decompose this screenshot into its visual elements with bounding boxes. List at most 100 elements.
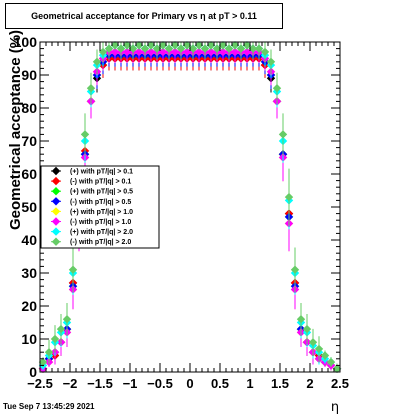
- x-tick-label: −1: [123, 376, 138, 391]
- data-point: [248, 44, 258, 53]
- y-tick-label: 70: [21, 133, 37, 149]
- legend-entry: (+) with pT/|q| > 0.5: [51, 187, 133, 196]
- legend-label: (-) with pT/|q| > 0.5: [70, 199, 131, 206]
- legend-entry: (+) with pT/|q| > 2.0: [51, 227, 133, 236]
- y-tick-label: 40: [21, 232, 37, 248]
- data-point: [158, 41, 168, 50]
- data-point: [146, 41, 156, 50]
- data-point: [146, 47, 156, 57]
- footer-timestamp: Tue Sep 7 13:45:29 2021: [3, 402, 95, 411]
- legend-label: (+) with pT/|q| > 2.0: [70, 229, 133, 236]
- data-point: [272, 84, 282, 93]
- y-tick-label: 60: [21, 166, 37, 182]
- chart-title-box: Geometrical acceptance for Primary vs η …: [5, 3, 283, 29]
- x-axis-label: η: [331, 400, 339, 414]
- data-point: [182, 47, 192, 57]
- chart-title: Geometrical acceptance for Primary vs η …: [31, 11, 257, 21]
- legend-entry: (-) with pT/|q| > 2.0: [51, 237, 131, 246]
- data-point: [170, 47, 180, 57]
- data-point: [320, 351, 330, 360]
- x-tick-label: −0.5: [147, 376, 173, 391]
- y-axis-label: Geometrical acceptance (%): [7, 30, 24, 230]
- legend-box: [40, 165, 160, 249]
- data-point: [308, 338, 318, 347]
- data-point: [302, 324, 312, 334]
- y-tick-label: 0: [29, 364, 37, 380]
- data-point: [224, 44, 234, 53]
- x-tick-label: 2.5: [331, 376, 349, 391]
- y-tick-label: 90: [21, 67, 37, 83]
- data-point: [110, 41, 120, 50]
- data-point: [122, 47, 132, 57]
- data-point: [218, 47, 228, 57]
- data-point: [152, 44, 162, 53]
- legend-label: (-) with pT/|q| > 2.0: [70, 239, 131, 246]
- legend-entry: (-) with pT/|q| > 1.0: [51, 217, 131, 226]
- data-point: [110, 47, 120, 57]
- x-tick-label: −2: [63, 376, 78, 391]
- x-tick-label: −2.5: [27, 376, 53, 391]
- x-axis: −2.5 −2 −1.5 −1 −0.5 0 0.5 1 1.5 2 2.5: [27, 42, 349, 391]
- data-point: [206, 41, 216, 50]
- data-point: [86, 84, 96, 93]
- y-axis: 0 10 20 30 40 50 60 70 80 90 100: [14, 34, 340, 380]
- data-point: [266, 57, 276, 66]
- data-point: [200, 44, 210, 53]
- data-point: [254, 44, 264, 53]
- legend: (+) with pT/|q| > 0.1 (-) with pT/|q| > 0…: [40, 165, 160, 249]
- x-tick-label: 0.5: [211, 376, 229, 391]
- data-point: [62, 315, 72, 324]
- data-point: [98, 47, 108, 57]
- data-point: [104, 44, 114, 53]
- data-point: [326, 357, 336, 367]
- data-point: [44, 348, 54, 357]
- y-tick-label: 80: [21, 100, 37, 116]
- y-tick-label: 50: [21, 199, 37, 215]
- data-point: [164, 44, 174, 53]
- legend-label: (+) with pT/|q| > 1.0: [70, 209, 133, 216]
- legend-label: (-) with pT/|q| > 0.1: [70, 179, 131, 186]
- data-point: [236, 44, 246, 53]
- data-point: [212, 44, 222, 53]
- data-point: [38, 357, 48, 367]
- data-point: [50, 334, 60, 344]
- legend-label: (+) with pT/|q| > 0.1: [70, 169, 133, 176]
- data-point: [176, 44, 186, 53]
- data-point: [278, 130, 288, 139]
- data-point: [230, 41, 240, 50]
- legend-entry: (+) with pT/|q| > 1.0: [51, 207, 133, 216]
- data-point: [194, 41, 204, 50]
- data-point: [332, 364, 342, 373]
- data-point: [170, 41, 180, 50]
- legend-label: (+) with pT/|q| > 0.5: [70, 189, 133, 196]
- data-point: [134, 41, 144, 50]
- x-tick-label: 1.5: [271, 376, 289, 391]
- data-point: [188, 44, 198, 53]
- data-point: [80, 130, 90, 139]
- data-point: [128, 44, 138, 53]
- data-point: [206, 47, 216, 57]
- legend-label: (-) with pT/|q| > 1.0: [70, 219, 131, 226]
- y-tick-label: 30: [21, 265, 37, 281]
- data-point: [314, 344, 324, 354]
- legend-entries: (+) with pT/|q| > 0.1 (-) with pT/|q| > 0…: [51, 166, 133, 246]
- data-point: [290, 265, 300, 274]
- x-tick-label: −1.5: [87, 376, 113, 391]
- data-point: [134, 47, 144, 57]
- data-point: [242, 47, 252, 57]
- data-point: [182, 41, 192, 50]
- data-point: [116, 44, 126, 53]
- data-point: [68, 265, 78, 274]
- data-point: [260, 47, 270, 57]
- data-point: [194, 47, 204, 57]
- data-point: [158, 47, 168, 57]
- data-point: [122, 41, 132, 50]
- legend-entry: (-) with pT/|q| > 0.5: [51, 197, 131, 206]
- x-tick-label: 1: [246, 376, 253, 391]
- legend-entry: (+) with pT/|q| > 0.1: [51, 166, 133, 176]
- data-point: [218, 41, 228, 50]
- data-point: [56, 324, 66, 334]
- y-tick-label: 10: [21, 331, 37, 347]
- data-point: [284, 192, 294, 202]
